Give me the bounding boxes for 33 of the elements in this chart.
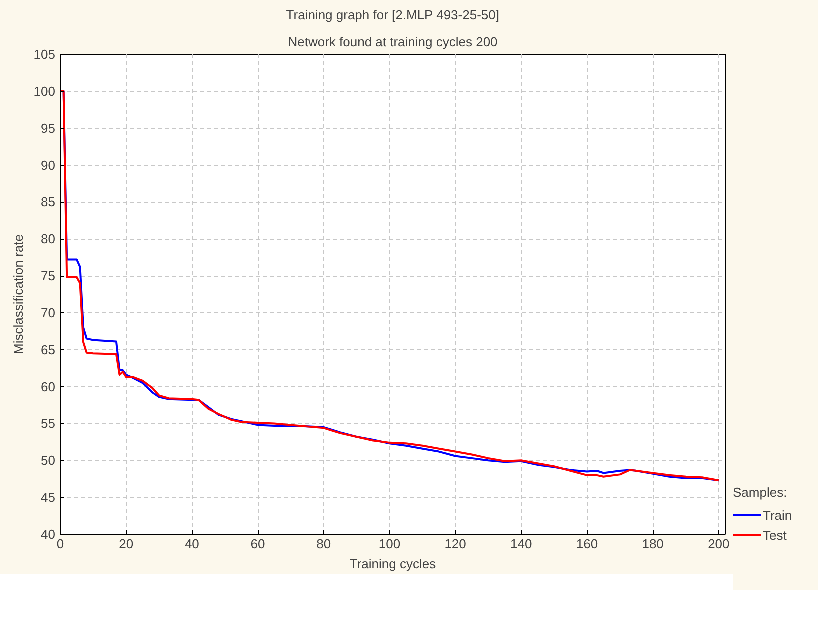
x-tick-label: 80 — [316, 536, 332, 552]
x-axis-title: Training cycles — [350, 556, 437, 572]
y-tick-label: 45 — [41, 490, 56, 506]
legend-title: Samples: — [733, 485, 788, 500]
line-series — [60, 90, 720, 482]
y-tick-label: 95 — [41, 120, 56, 136]
x-tick-label: 120 — [444, 536, 466, 552]
y-tick-label: 75 — [41, 268, 56, 284]
y-tick-label: 80 — [41, 232, 56, 247]
y-axis-title: Misclassification rate — [10, 234, 26, 354]
y-tick-label: 65 — [41, 342, 56, 358]
x-tick-label: 140 — [510, 536, 532, 552]
x-tick-label: 60 — [250, 536, 266, 552]
chart-subtitle: Network found at training cycles 200 — [288, 34, 498, 50]
x-tick-label: 160 — [576, 536, 598, 552]
y-tick-label: 50 — [41, 453, 56, 468]
x-tick-label: 0 — [56, 536, 64, 552]
y-tick-label: 105 — [34, 47, 56, 62]
legend-label: Train — [763, 508, 792, 522]
chart-title: Training graph for [2.MLP 493-25-50] — [286, 8, 500, 22]
x-tick-label: 200 — [708, 536, 730, 552]
x-tick-label: 40 — [184, 536, 200, 552]
y-tick-label: 60 — [41, 379, 56, 394]
y-tick-label: 70 — [41, 305, 56, 320]
x-tick-label: 100 — [378, 536, 401, 552]
y-tick-label: 100 — [34, 84, 56, 99]
x-tick-label: 180 — [642, 536, 664, 552]
y-tick-label: 85 — [41, 194, 56, 210]
x-tick-label: 20 — [119, 536, 134, 552]
y-tick-label: 55 — [41, 416, 56, 432]
y-tick-label: 90 — [41, 158, 56, 173]
y-tick-label: 40 — [41, 527, 56, 542]
legend-label: Test — [763, 528, 787, 542]
